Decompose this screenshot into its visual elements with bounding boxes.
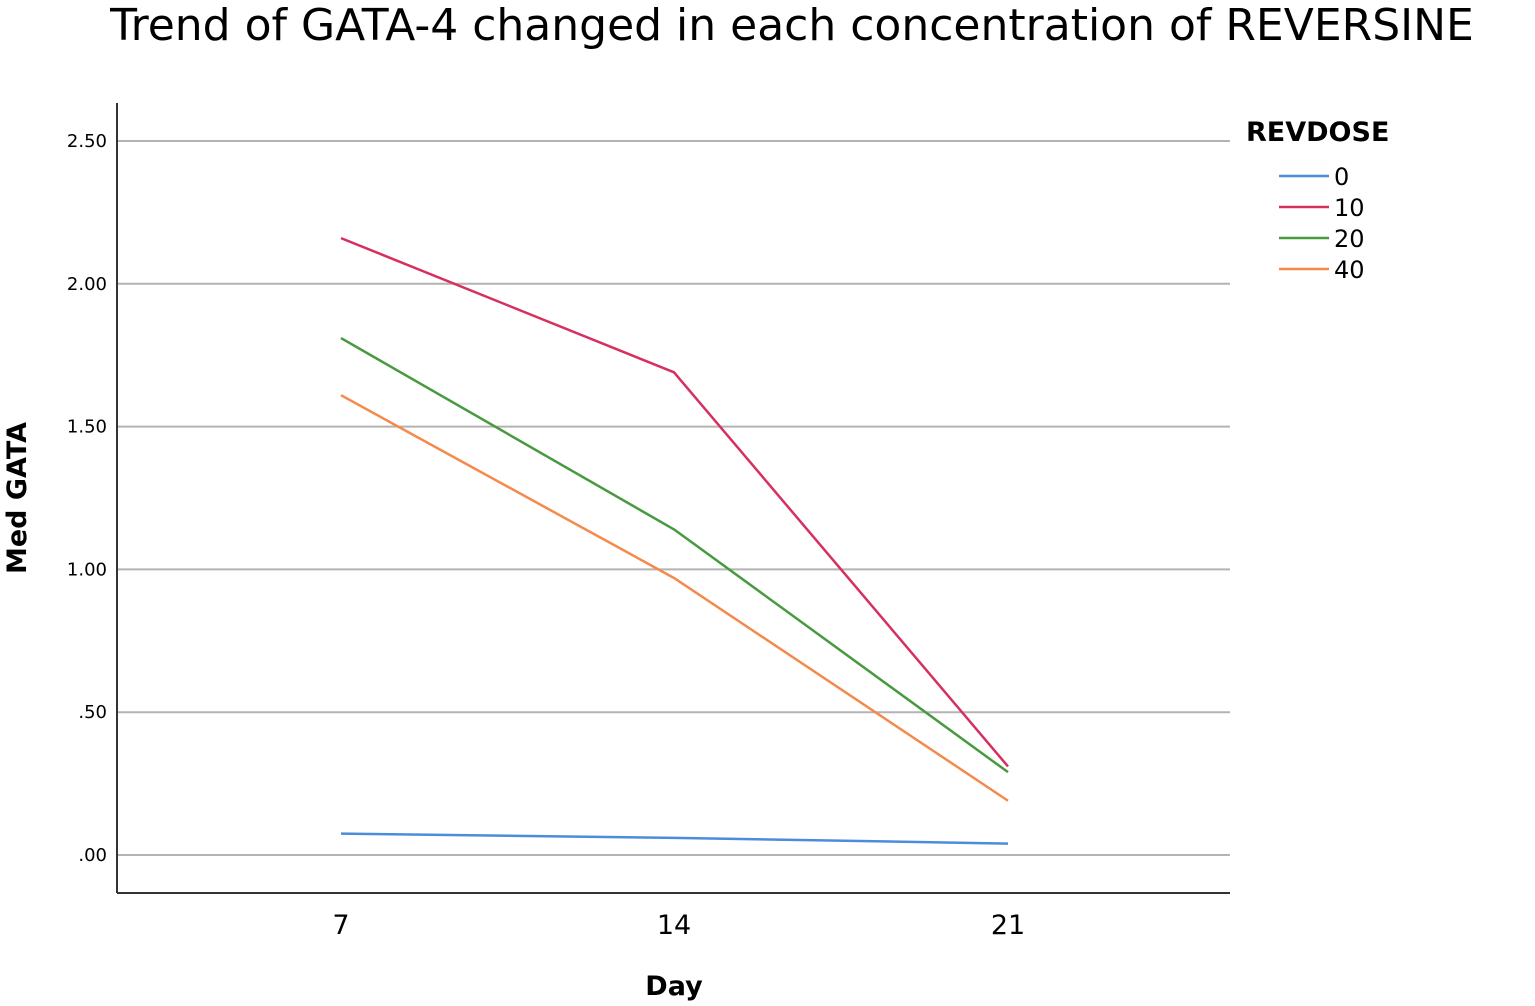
legend-label: 10	[1334, 194, 1365, 222]
x-axis-label: Day	[645, 971, 703, 1002]
legend: REVDOSE 0 10 20 40	[1246, 117, 1389, 284]
chart-title: Trend of GATA-4 changed in each concentr…	[109, 0, 1474, 51]
legend-item-0: 0	[1279, 163, 1349, 191]
x-tick-labels: 7 14 21	[332, 910, 1025, 941]
series-line-20	[340, 336, 1009, 774]
legend-item-20: 20	[1279, 225, 1365, 253]
legend-item-10: 10	[1279, 194, 1365, 222]
x-tick-label: 14	[657, 910, 691, 941]
y-tick-label: 1.00	[67, 559, 107, 580]
series-lines	[340, 236, 1009, 845]
y-tick-label: 2.50	[67, 131, 107, 152]
legend-label: 40	[1334, 256, 1365, 284]
legend-title: REVDOSE	[1246, 117, 1389, 148]
series-line-10	[340, 236, 1009, 768]
y-tick-label: .50	[78, 702, 107, 723]
series-line-40	[340, 394, 1009, 802]
legend-items: 0 10 20 40	[1279, 163, 1365, 284]
x-tick-label: 7	[332, 910, 349, 941]
y-tick-label: .00	[78, 845, 107, 866]
legend-label: 0	[1334, 163, 1349, 191]
x-tick-label: 21	[991, 910, 1025, 941]
series-line-0	[340, 832, 1009, 845]
legend-label: 20	[1334, 225, 1365, 253]
y-tick-label: 1.50	[67, 417, 107, 438]
y-tick-labels: .00 .50 1.00 1.50 2.00 2.50	[67, 131, 107, 866]
axes	[116, 103, 1230, 894]
legend-item-40: 40	[1279, 256, 1365, 284]
gridlines	[117, 140, 1230, 856]
y-tick-label: 2.00	[67, 274, 107, 295]
y-axis-label: Med GATA	[2, 422, 33, 574]
